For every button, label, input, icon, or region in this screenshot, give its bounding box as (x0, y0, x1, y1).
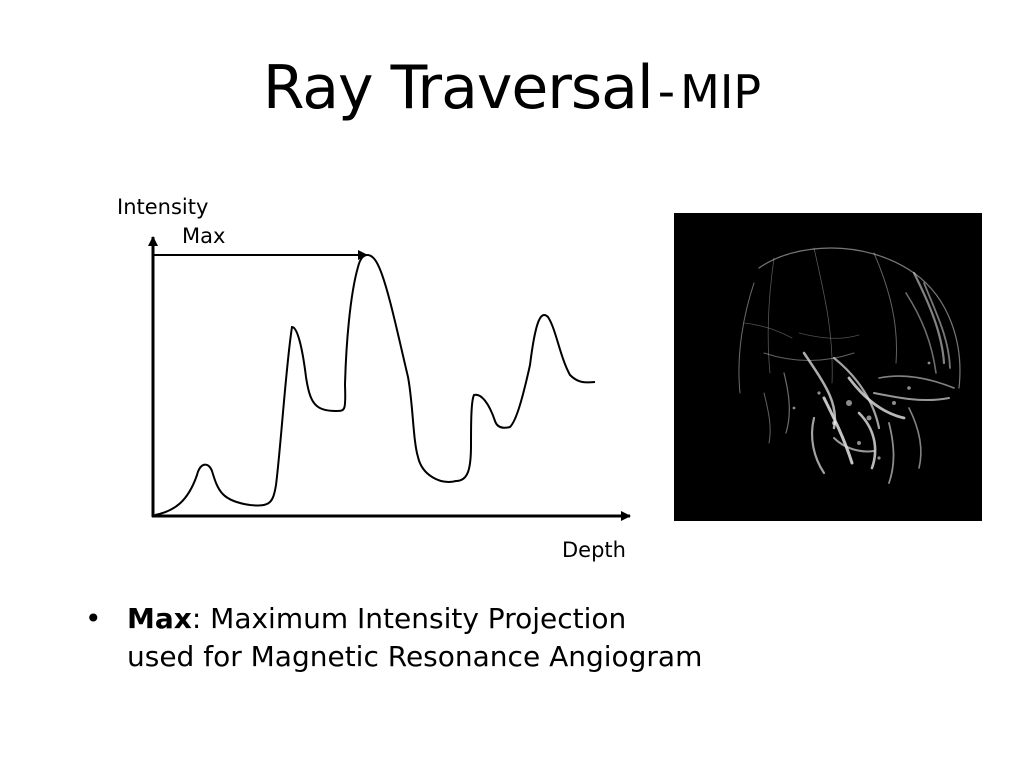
title-separator: - (657, 64, 676, 120)
diagram-svg (148, 236, 631, 521)
slide-title: Ray Traversal - MIP (0, 58, 1024, 118)
bullet-text-2: used for Magnetic Resonance Angiogram (127, 640, 703, 673)
angiogram-illustration (738, 247, 961, 484)
max-label: Max (182, 224, 226, 248)
bullet-text-1: : Maximum Intensity Projection (191, 602, 627, 635)
x-axis-label: Depth (562, 538, 626, 562)
intensity-curve (154, 254, 596, 516)
y-axis-label: Intensity (117, 195, 209, 219)
bullet-term: Max (127, 602, 192, 635)
mip-angiogram-image (674, 213, 982, 521)
title-main: Ray Traversal (262, 53, 654, 123)
bullet-line-1: Max: Maximum Intensity Projection (127, 600, 985, 638)
bullet-marker: • (85, 602, 102, 635)
list-item: • Max: Maximum Intensity Projection used… (85, 600, 985, 676)
bullet-list: • Max: Maximum Intensity Projection used… (85, 600, 985, 676)
title-subtitle: MIP (680, 65, 762, 119)
intensity-depth-diagram: Intensity Max Depth (100, 185, 660, 575)
